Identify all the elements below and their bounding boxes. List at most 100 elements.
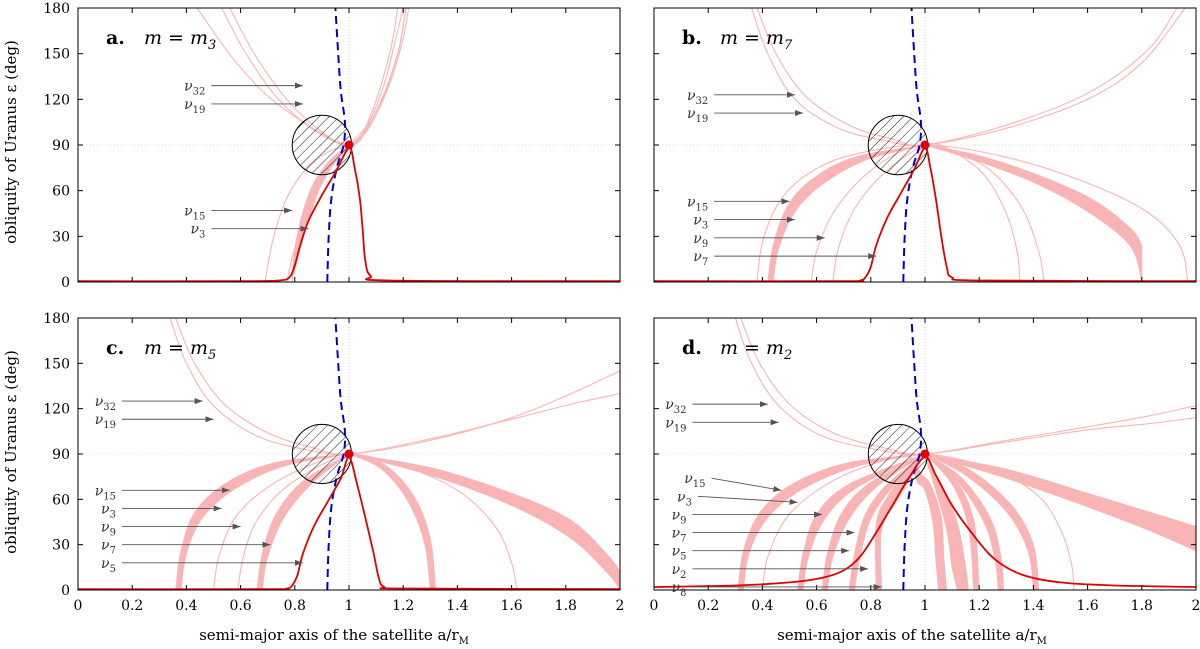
x-tick-label: 1.4 <box>1022 598 1044 614</box>
resonance-curve <box>175 318 620 455</box>
panel-d: 0 0.2 0.4 0.6 0.8 1 1.2 1.4 1.6 1.8 2d. m = m2ν32ν1… <box>650 317 1200 614</box>
x-tick-label: 0.6 <box>805 598 827 614</box>
panel-title: m = m2 <box>720 337 792 363</box>
resonance-band <box>924 144 1143 282</box>
blue-dashed-curve <box>326 318 347 590</box>
annotation-label: ν15 <box>684 471 705 490</box>
x-axis-label-left: semi-major axis of the satellite a/rM <box>199 626 469 647</box>
annotation-label: ν3 <box>101 501 116 520</box>
blue-dashed-curve <box>902 8 923 282</box>
resonance-band <box>348 453 437 590</box>
plot-area <box>78 318 620 590</box>
panel-letter: c. <box>106 337 124 359</box>
resonance-band <box>924 453 1005 590</box>
annotation-label: ν8 <box>672 580 687 599</box>
x-tick-label: 1 <box>921 598 930 614</box>
x-tick-label: 2 <box>1192 598 1200 614</box>
annotation-label: ν19 <box>95 412 116 431</box>
x-tick-label: 0 <box>650 598 659 614</box>
annotation-arrow <box>711 477 782 492</box>
x-tick-label: 1.8 <box>1131 598 1153 614</box>
x-tick-label: 0.8 <box>284 598 306 614</box>
y-tick-label: 150 <box>43 47 70 63</box>
y-tick-label: 90 <box>52 447 70 463</box>
annotation-label: ν5 <box>101 556 116 575</box>
x-tick-label: 1.6 <box>500 598 522 614</box>
x-axis-label-right: semi-major axis of the satellite a/rM <box>777 626 1047 647</box>
equilibrium-point <box>344 449 354 459</box>
panel-letter: a. <box>106 27 125 49</box>
panel-title: m = m3 <box>144 27 216 53</box>
annotation-label: ν15 <box>687 194 708 213</box>
y-tick-label: 180 <box>43 311 70 327</box>
x-tick-label: 1.4 <box>446 598 468 614</box>
annotation-label: ν32 <box>665 397 686 416</box>
plot-area <box>654 8 1196 282</box>
resonance-curve <box>751 8 1186 147</box>
x-tick-label: 0.4 <box>175 598 197 614</box>
resonance-curve <box>756 144 1189 282</box>
resonance-curve <box>740 318 1196 455</box>
x-tick-label: 0.4 <box>751 598 773 614</box>
x-tick-label: 1 <box>345 598 354 614</box>
annotation-label: ν3 <box>677 489 692 508</box>
annotation-label: ν32 <box>687 88 708 107</box>
y-tick-label: 60 <box>52 184 70 200</box>
annotation-label: ν7 <box>672 526 687 545</box>
x-tick-label: 1.8 <box>555 598 577 614</box>
annotation-label: ν15 <box>184 203 205 222</box>
y-tick-label: 120 <box>43 402 70 418</box>
x-tick-label: 0.2 <box>121 598 143 614</box>
resonance-band <box>348 453 620 590</box>
annotation-label: ν19 <box>184 97 205 116</box>
annotation-label: ν3 <box>693 213 708 232</box>
resonance-curve <box>756 8 1178 147</box>
panel-letter: b. <box>682 27 702 49</box>
equilibrium-point <box>920 449 930 459</box>
x-tick-label: 0.2 <box>697 598 719 614</box>
y-tick-label: 60 <box>52 492 70 508</box>
y-tick-label: 120 <box>43 92 70 108</box>
x-tick-label: 0 <box>74 598 83 614</box>
y-axis-label-top: obliquity of Uranus ε (deg) <box>2 40 20 244</box>
annotation-arrow <box>697 495 798 505</box>
annotation-label: ν5 <box>672 544 687 563</box>
annotation-label: ν32 <box>184 79 205 98</box>
panel-letter: d. <box>682 337 702 359</box>
y-tick-label: 0 <box>61 583 70 599</box>
y-tick-label: 180 <box>43 1 70 17</box>
panel-c: 0 0.2 0.4 0.6 0.8 1 1.2 1.4 1.6 1.8 2 0 30 60 90 120 150… <box>43 311 624 614</box>
hatched-region <box>867 114 929 176</box>
y-tick-label: 30 <box>52 229 70 245</box>
resonance-curve <box>734 318 1196 455</box>
y-tick-label: 0 <box>61 275 70 291</box>
red-curve <box>654 147 1196 282</box>
annotation-label: ν9 <box>672 507 687 526</box>
panel-title: m = m5 <box>144 337 216 363</box>
annotation-label: ν32 <box>95 394 116 413</box>
x-tick-label: 1.2 <box>392 598 414 614</box>
hatched-region <box>291 114 353 176</box>
blue-dashed-curve <box>326 8 347 282</box>
annotation-label: ν19 <box>665 415 686 434</box>
resonance-curve <box>169 318 620 455</box>
equilibrium-point <box>344 140 354 150</box>
blue-dashed-curve <box>902 318 923 590</box>
plot-area <box>654 318 1196 590</box>
x-tick-label: 0.8 <box>860 598 882 614</box>
resonance-curve <box>832 142 1021 282</box>
annotation-label: ν7 <box>693 249 708 268</box>
annotation-label: ν2 <box>672 562 687 581</box>
y-tick-label: 150 <box>43 356 70 372</box>
y-tick-label: 90 <box>52 138 70 154</box>
annotation-label: ν19 <box>687 106 708 125</box>
x-tick-label: 2 <box>616 598 625 614</box>
annotation-label: ν7 <box>101 538 116 557</box>
annotation-label: ν9 <box>693 231 708 250</box>
resonance-band <box>924 453 980 590</box>
x-tick-label: 1.2 <box>968 598 990 614</box>
resonance-band <box>924 453 1040 590</box>
y-axis-label-bottom: obliquity of Uranus ε (deg) <box>2 350 20 554</box>
